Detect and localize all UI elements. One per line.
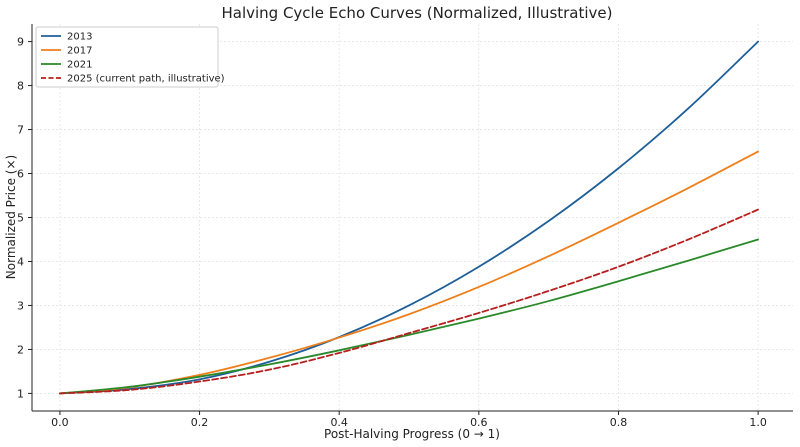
y-tick-label: 5 [17,212,24,225]
legend: 2013 2017 2021 2025 (current path, illustra… [35,26,225,88]
y-axis-label: Normalized Price (×) [4,155,18,279]
y-tick-label: 7 [17,124,24,137]
series-layer [59,40,759,395]
legend-label-2013: 2013 [67,32,92,43]
x-tick-label: 0.0 [51,416,69,429]
series-line-2013 [59,40,759,395]
x-tick-label: 1.0 [749,416,767,429]
y-tick-label: 3 [17,299,24,312]
legend-frame [35,26,219,88]
chart-title: Halving Cycle Echo Curves (Normalized, I… [221,4,612,22]
y-tick-label: 9 [17,36,24,49]
y-tick-label: 8 [17,80,24,93]
legend-label-2017: 2017 [67,46,92,57]
y-tick-label: 6 [17,168,24,181]
y-tick-label: 2 [17,343,24,356]
ticks-layer: 0.0 0.2 0.4 0.6 0.8 1.0 1 2 3 4 5 6 7 8 9 [17,36,767,429]
x-tick-label: 0.2 [191,416,209,429]
series-line-2017 [59,150,759,395]
y-tick-label: 4 [17,255,24,268]
series-line-2025 [59,208,759,395]
x-tick-label: 0.4 [330,416,348,429]
legend-label-2021: 2021 [67,60,92,71]
y-tick-label: 1 [17,387,24,400]
x-axis-label: Post-Halving Progress (0 → 1) [324,427,500,441]
x-tick-label: 0.8 [610,416,628,429]
x-tick-label: 0.6 [470,416,488,429]
grid-layer [32,24,793,411]
series-line-2021 [59,238,759,395]
legend-label-2025: 2025 (current path, illustrative) [67,74,225,85]
